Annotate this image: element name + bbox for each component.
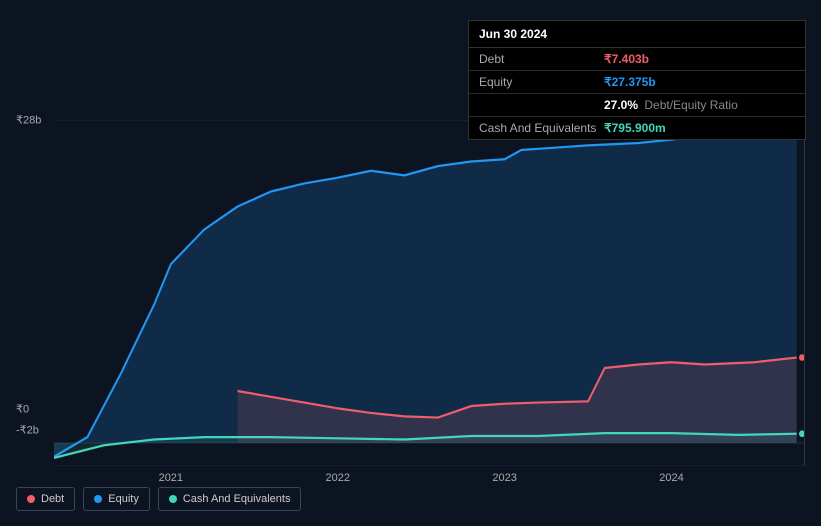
tooltip-row-debt: Debt ₹7.403b — [469, 48, 805, 71]
tooltip-date: Jun 30 2024 — [469, 21, 805, 48]
tooltip-label: Equity — [479, 75, 604, 89]
legend-label: Cash And Equivalents — [183, 493, 291, 505]
tooltip-row-ratio: 27.0% Debt/Equity Ratio — [469, 94, 805, 117]
tooltip-value: ₹7.403b — [604, 52, 649, 66]
x-axis-tick-label: 2022 — [325, 472, 349, 484]
tooltip-row-equity: Equity ₹27.375b — [469, 71, 805, 94]
tooltip-value: ₹27.375b — [604, 75, 656, 89]
legend-item-cash[interactable]: Cash And Equivalents — [158, 487, 302, 511]
legend-dot-icon — [169, 495, 177, 503]
tooltip-value: 27.0% — [604, 98, 638, 112]
tooltip-label — [479, 98, 604, 112]
y-axis-tick-label: -₹2b — [16, 424, 39, 437]
plot-region[interactable] — [54, 120, 805, 466]
tooltip-label: Debt — [479, 52, 604, 66]
legend-label: Debt — [41, 493, 64, 505]
chart-area: ₹28b₹0-₹2b 2021202220232024 — [16, 120, 805, 466]
chart-legend: Debt Equity Cash And Equivalents — [16, 487, 301, 511]
y-axis-tick-label: ₹28b — [16, 114, 41, 127]
tooltip-row-cash: Cash And Equivalents ₹795.900m — [469, 117, 805, 139]
x-axis-tick-label: 2023 — [492, 472, 516, 484]
tooltip-value: ₹795.900m — [604, 121, 666, 135]
x-axis-tick-label: 2024 — [659, 472, 683, 484]
chart-tooltip: Jun 30 2024 Debt ₹7.403b Equity ₹27.375b… — [468, 20, 806, 140]
legend-item-debt[interactable]: Debt — [16, 487, 75, 511]
legend-item-equity[interactable]: Equity — [83, 487, 150, 511]
tooltip-value-suffix: Debt/Equity Ratio — [644, 98, 737, 112]
legend-label: Equity — [108, 493, 139, 505]
legend-dot-icon — [27, 495, 35, 503]
legend-dot-icon — [94, 495, 102, 503]
x-axis-tick-label: 2021 — [159, 472, 183, 484]
y-axis-tick-label: ₹0 — [16, 403, 29, 416]
x-axis-labels: 2021 2022 2023 2024 — [54, 472, 805, 488]
tooltip-label: Cash And Equivalents — [479, 121, 604, 135]
